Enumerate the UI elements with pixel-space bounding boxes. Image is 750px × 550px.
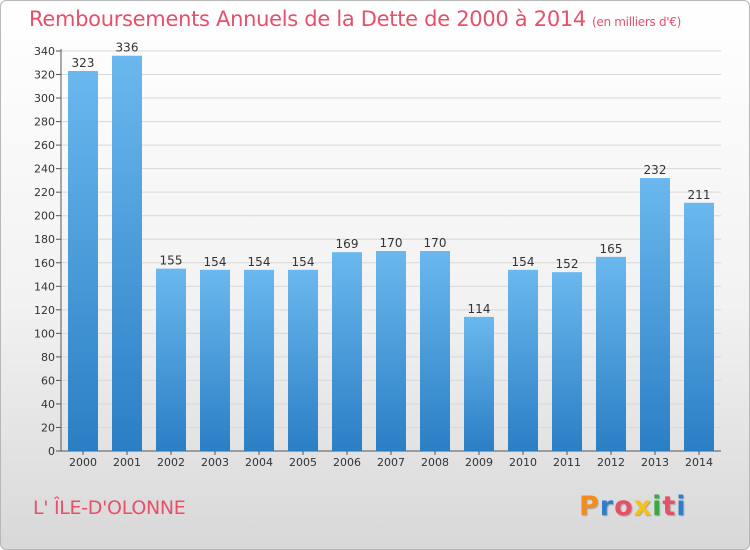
brand-letter: o — [614, 491, 634, 522]
bar — [376, 251, 406, 451]
y-tick-label: 300 — [34, 92, 55, 105]
y-tick-label: 0 — [48, 445, 55, 458]
data-label: 154 — [204, 255, 227, 269]
chart-title: Remboursements Annuels de la Dette de 20… — [29, 7, 681, 31]
bar — [420, 251, 450, 451]
data-label: 211 — [688, 188, 711, 202]
bar — [596, 256, 626, 451]
y-tick-label: 280 — [34, 116, 55, 129]
x-tick-label: 2000 — [69, 456, 97, 469]
y-tick-label: 60 — [41, 374, 55, 387]
bar — [464, 316, 494, 451]
bar — [244, 269, 274, 451]
bar — [200, 269, 230, 451]
y-tick-label: 20 — [41, 421, 55, 434]
chart-subtitle: (en milliers d'€) — [592, 15, 682, 29]
x-tick-label: 2007 — [377, 456, 405, 469]
y-tick-label: 40 — [41, 398, 55, 411]
y-tick-label: 120 — [34, 304, 55, 317]
brand-letter: r — [599, 491, 615, 522]
y-tick-label: 200 — [34, 210, 55, 223]
x-tick-label: 2011 — [553, 456, 581, 469]
data-label: 165 — [600, 242, 623, 256]
data-label: 154 — [248, 255, 271, 269]
x-tick-label: 2002 — [157, 456, 185, 469]
brand-letter: i — [676, 491, 687, 522]
bar — [552, 272, 582, 451]
x-tick-label: 2012 — [597, 456, 625, 469]
bar — [68, 71, 98, 451]
data-label: 152 — [556, 257, 579, 271]
x-tick-label: 2008 — [421, 456, 449, 469]
data-label: 169 — [336, 237, 359, 251]
y-tick-label: 160 — [34, 257, 55, 270]
x-tick-label: 2005 — [289, 456, 317, 469]
brand-letter: t — [662, 491, 677, 522]
bar — [640, 178, 670, 451]
data-label: 154 — [292, 255, 315, 269]
y-tick-label: 220 — [34, 186, 55, 199]
x-tick-label: 2014 — [685, 456, 713, 469]
bar — [508, 269, 538, 451]
y-tick-label: 140 — [34, 280, 55, 293]
y-tick-label: 320 — [34, 69, 55, 82]
brand-letter: P — [579, 491, 600, 522]
y-tick-label: 100 — [34, 327, 55, 340]
x-tick-label: 2004 — [245, 456, 273, 469]
brand-letter: i — [652, 491, 663, 522]
brand-letter: x — [633, 491, 653, 522]
x-tick-label: 2009 — [465, 456, 493, 469]
x-tick-label: 2013 — [641, 456, 669, 469]
data-label: 336 — [116, 41, 139, 55]
data-label: 170 — [424, 236, 447, 250]
title-text: Remboursements Annuels de la Dette de 20… — [29, 7, 586, 31]
data-label: 323 — [72, 56, 95, 70]
y-tick-label: 260 — [34, 139, 55, 152]
data-label: 155 — [160, 254, 183, 268]
bar — [684, 202, 714, 451]
data-label: 232 — [644, 163, 667, 177]
commune-name: L' ÎLE-D'OLONNE — [33, 497, 186, 519]
x-tick-label: 2001 — [113, 456, 141, 469]
data-label: 114 — [468, 302, 491, 316]
bar — [112, 55, 142, 452]
y-tick-label: 80 — [41, 351, 55, 364]
data-label: 170 — [380, 236, 403, 250]
x-tick-label: 2003 — [201, 456, 229, 469]
x-tick-label: 2010 — [509, 456, 537, 469]
bar — [288, 269, 318, 451]
bar — [332, 252, 362, 451]
proxiti-logo[interactable]: Proxiti — [579, 491, 687, 522]
y-tick-label: 180 — [34, 233, 55, 246]
y-tick-label: 340 — [34, 45, 55, 58]
x-tick-label: 2006 — [333, 456, 361, 469]
bar — [156, 268, 186, 451]
data-label: 154 — [512, 255, 535, 269]
y-tick-label: 240 — [34, 163, 55, 176]
